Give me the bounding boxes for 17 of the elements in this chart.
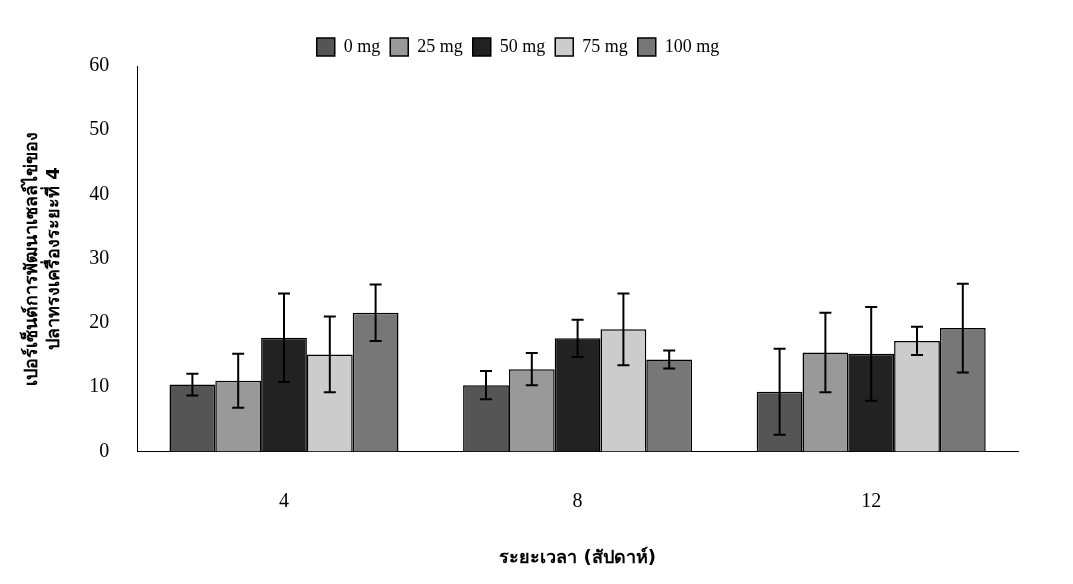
legend-label: 0 mg	[343, 35, 381, 56]
y-tick-label: 20	[89, 310, 110, 333]
legend-label: 100 mg	[664, 35, 720, 56]
x-tick-label: 8	[572, 488, 583, 511]
y-tick-label: 50	[89, 117, 110, 140]
y-tick-label: 60	[89, 53, 110, 76]
legend-label: 75 mg	[582, 35, 628, 56]
legend-label: 50 mg	[499, 35, 546, 56]
legend-label: 25 mg	[417, 35, 463, 56]
y-tick-label: 30	[89, 245, 110, 268]
x-tick-label: 12	[861, 488, 882, 511]
x-tick-label: 4	[279, 488, 289, 511]
y-tick-label: 10	[89, 374, 110, 397]
x-axis-title: ระยะเวลา (สัปดาห์)	[499, 545, 656, 567]
y-tick-label: 0	[99, 438, 110, 461]
y-tick-label: 40	[89, 181, 110, 204]
y-axis-title: เปอร์เซ็นต์การพัฒนาเซลล์ไข่ของ ปลาทรงเครื่องระยะที่ 4	[19, 131, 64, 386]
